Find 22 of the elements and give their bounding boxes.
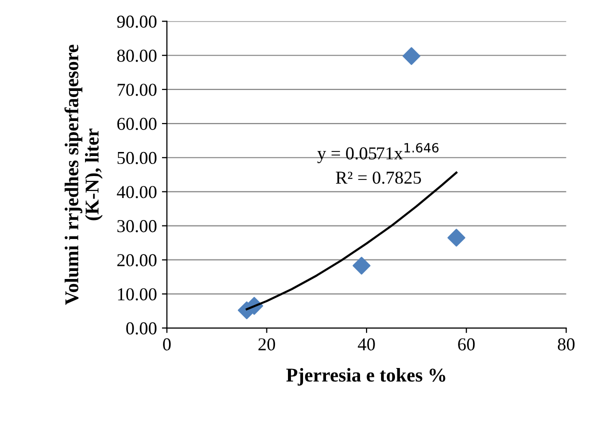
x-axis-title: Pjerresia e tokes % <box>286 368 446 386</box>
x-tick-label: 0 <box>163 338 171 350</box>
x-tick-label: 60 <box>458 338 475 350</box>
point <box>447 228 466 247</box>
y-tick-label: 90.00 <box>117 16 156 28</box>
y-tick-label: 70.00 <box>118 84 156 96</box>
point <box>402 47 420 65</box>
x-tick-label: 20 <box>258 338 276 350</box>
annotation: R² = 0.7825 <box>336 172 421 184</box>
y-tick-label: 40.00 <box>116 186 156 198</box>
y-tick-label: 60.00 <box>117 118 156 130</box>
y-tick-label: 30.00 <box>117 220 156 232</box>
x-tick-label: 40 <box>358 338 375 350</box>
y-tick-label: 50.00 <box>118 152 156 164</box>
annotation: y = 0.0571x$^{1.646}$ <box>317 142 439 164</box>
x-tick-label: 80 <box>558 338 575 350</box>
y-tick-label: 20.00 <box>117 254 156 266</box>
y-axis-title: Volumi i rrjedhes siperfaqesore (K-N), liter <box>64 44 103 305</box>
point <box>352 256 370 275</box>
y-tick-label: 10.00 <box>118 288 156 300</box>
y-tick-label: 80.00 <box>117 50 156 62</box>
y-tick-label: 0.00 <box>126 322 156 335</box>
